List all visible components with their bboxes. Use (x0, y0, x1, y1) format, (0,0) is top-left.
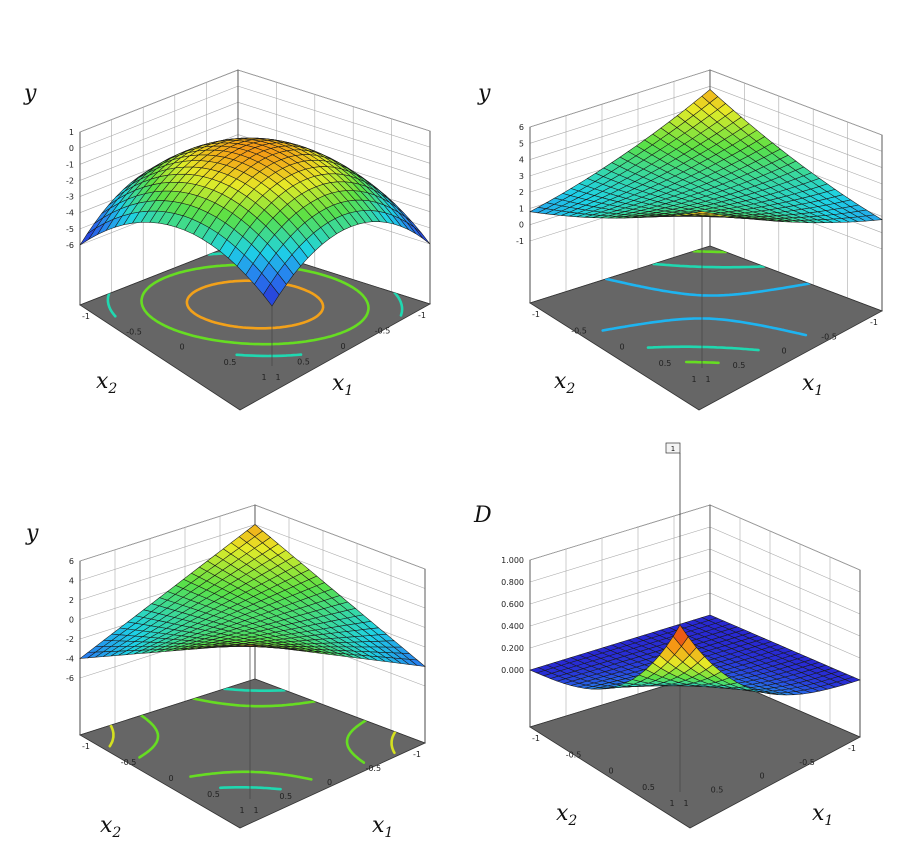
z-axis-label: y (23, 81, 37, 106)
z-tick-label: -2 (66, 635, 74, 644)
x1-tick-label: -1 (532, 310, 540, 319)
x2-tick-label: -0.5 (365, 764, 381, 773)
x1-tick-label: -1 (82, 742, 90, 751)
x1-tick-label: 0 (619, 343, 624, 352)
surface-plot-top-left: 1 0 -1 -2 -3 -4 -5 -6 -1 -0.5 0 0.5 1 -1 -0.5 0 0.5 1 x1 x2… (0, 0, 455, 430)
x2-axis-label: x2 (96, 369, 117, 397)
z-axis-label: y (477, 81, 491, 106)
x1-tick-label: -0.5 (566, 750, 582, 759)
x1-tick-label: 0 (608, 767, 613, 776)
z-tick-label: -5 (66, 225, 74, 234)
x2-tick-label: 0 (340, 342, 345, 351)
surface-svg: 1.000 0.800 0.600 0.400 0.200 0.000 -1 -0.5 0 0.5… (455, 430, 910, 860)
z-tick-label: -1 (66, 160, 74, 169)
z-tick-label: 6 (519, 123, 524, 132)
surface-plot-bottom-left: 6 4 2 0 -2 -4 -6 -1 -0.5 0 0.5 1 -1 -0.5 0 0.5 1 x1 x2 y (0, 430, 455, 860)
x1-tick-label: -0.5 (571, 326, 587, 335)
x1-axis-label: x1 (372, 813, 393, 841)
x2-tick-label: -0.5 (799, 758, 815, 767)
x1-axis-label: x1 (332, 371, 353, 399)
x2-tick-label: -1 (870, 318, 878, 327)
z-tick-label: 0 (69, 144, 74, 153)
z-tick-label: -4 (66, 655, 74, 664)
z-tick-label: 1 (69, 128, 74, 137)
x1-axis-label: x1 (812, 801, 833, 829)
x1-tick-label: 0 (179, 343, 184, 352)
surface-svg: 1 0 -1 -2 -3 -4 -5 -6 -1 -0.5 0 0.5 1 -1 -0.5 0 0.5 1 x1 x2… (0, 0, 455, 430)
x2-tick-label: 0 (781, 347, 786, 356)
x1-axis-label: x1 (802, 371, 823, 399)
z-tick-label: 0.200 (501, 644, 524, 653)
x1-tick-label: 0.5 (224, 358, 237, 367)
x1-tick-label: -0.5 (126, 327, 142, 336)
x2-tick-label: 0 (759, 772, 764, 781)
z-tick-label: 0.000 (501, 666, 524, 675)
z-tick-label: -2 (66, 176, 74, 185)
x2-tick-label: 0 (327, 778, 332, 787)
x2-tick-label: 0.5 (711, 785, 724, 794)
z-tick-label: -1 (516, 237, 524, 246)
x1-tick-label: -0.5 (121, 758, 137, 767)
z-tick-label: 0 (519, 221, 524, 230)
x2-axis-label: x2 (100, 813, 121, 841)
x2-axis-label: x2 (556, 801, 577, 829)
x2-tick-label: 1 (261, 373, 266, 382)
z-tick-label: 4 (69, 577, 74, 586)
z-axis-label: y (25, 521, 39, 546)
x2-tick-label: -1 (413, 750, 421, 759)
z-tick-label: 0 (69, 616, 74, 625)
x1-tick-label: 0.5 (207, 790, 220, 799)
x2-axis-label: x2 (554, 369, 575, 397)
x1-tick-label: -1 (82, 312, 90, 321)
x1-tick-label: 0 (168, 774, 173, 783)
z-tick-label: -6 (66, 241, 74, 250)
z-tick-label: 2 (69, 596, 74, 605)
z-tick-label: 0.800 (501, 578, 524, 587)
x2-tick-label: -1 (848, 744, 856, 753)
z-tick-label: 0.600 (501, 600, 524, 609)
x2-tick-label: 0.5 (279, 792, 292, 801)
z-tick-label: 1.000 (501, 556, 524, 565)
x2-tick-label: 1 (239, 806, 244, 815)
x1-tick-label: 1 (683, 799, 688, 808)
surface-svg: 6 4 2 0 -2 -4 -6 -1 -0.5 0 0.5 1 -1 -0.5 0 0.5 1 x1 x2 y (0, 430, 455, 860)
x1-tick-label: 1 (253, 806, 258, 815)
surface-svg: 6 5 4 3 2 1 0 -1 -1 -0.5 0 0.5 1 -1 -0.5 0 0.5 1 x1 x2 y (455, 0, 910, 430)
z-tick-label: 1 (519, 204, 524, 213)
z-tick-label: 2 (519, 188, 524, 197)
x2-tick-label: 1 (691, 375, 696, 384)
surface-plot-top-right: 6 5 4 3 2 1 0 -1 -1 -0.5 0 0.5 1 -1 -0.5 0 0.5 1 x1 x2 y (455, 0, 910, 430)
x1-tick-label: 1 (275, 373, 280, 382)
z-axis-label: D (473, 503, 492, 528)
z-tick-label: 6 (69, 557, 74, 566)
surface-plot-bottom-right: 1.000 0.800 0.600 0.400 0.200 0.000 -1 -0.5 0 0.5… (455, 430, 910, 860)
z-tick-label: -6 (66, 674, 74, 683)
flag-label: 1 (671, 445, 675, 453)
x1-tick-label: -1 (532, 734, 540, 743)
x1-tick-label: 0.5 (659, 359, 672, 368)
z-tick-label: 0.400 (501, 622, 524, 631)
z-tick-label: 4 (519, 156, 524, 165)
x2-tick-label: -0.5 (821, 332, 837, 341)
x1-tick-label: 0.5 (642, 783, 655, 792)
x2-tick-label: 0.5 (733, 361, 746, 370)
z-tick-label: -4 (66, 209, 74, 218)
x2-tick-label: -1 (418, 311, 426, 320)
x2-tick-label: -0.5 (375, 327, 391, 336)
z-tick-label: 5 (519, 139, 524, 148)
x2-tick-label: 0.5 (297, 358, 310, 367)
x1-tick-label: 1 (705, 375, 710, 384)
x2-tick-label: 1 (669, 799, 674, 808)
z-tick-label: -3 (66, 193, 74, 202)
z-tick-label: 3 (519, 172, 524, 181)
